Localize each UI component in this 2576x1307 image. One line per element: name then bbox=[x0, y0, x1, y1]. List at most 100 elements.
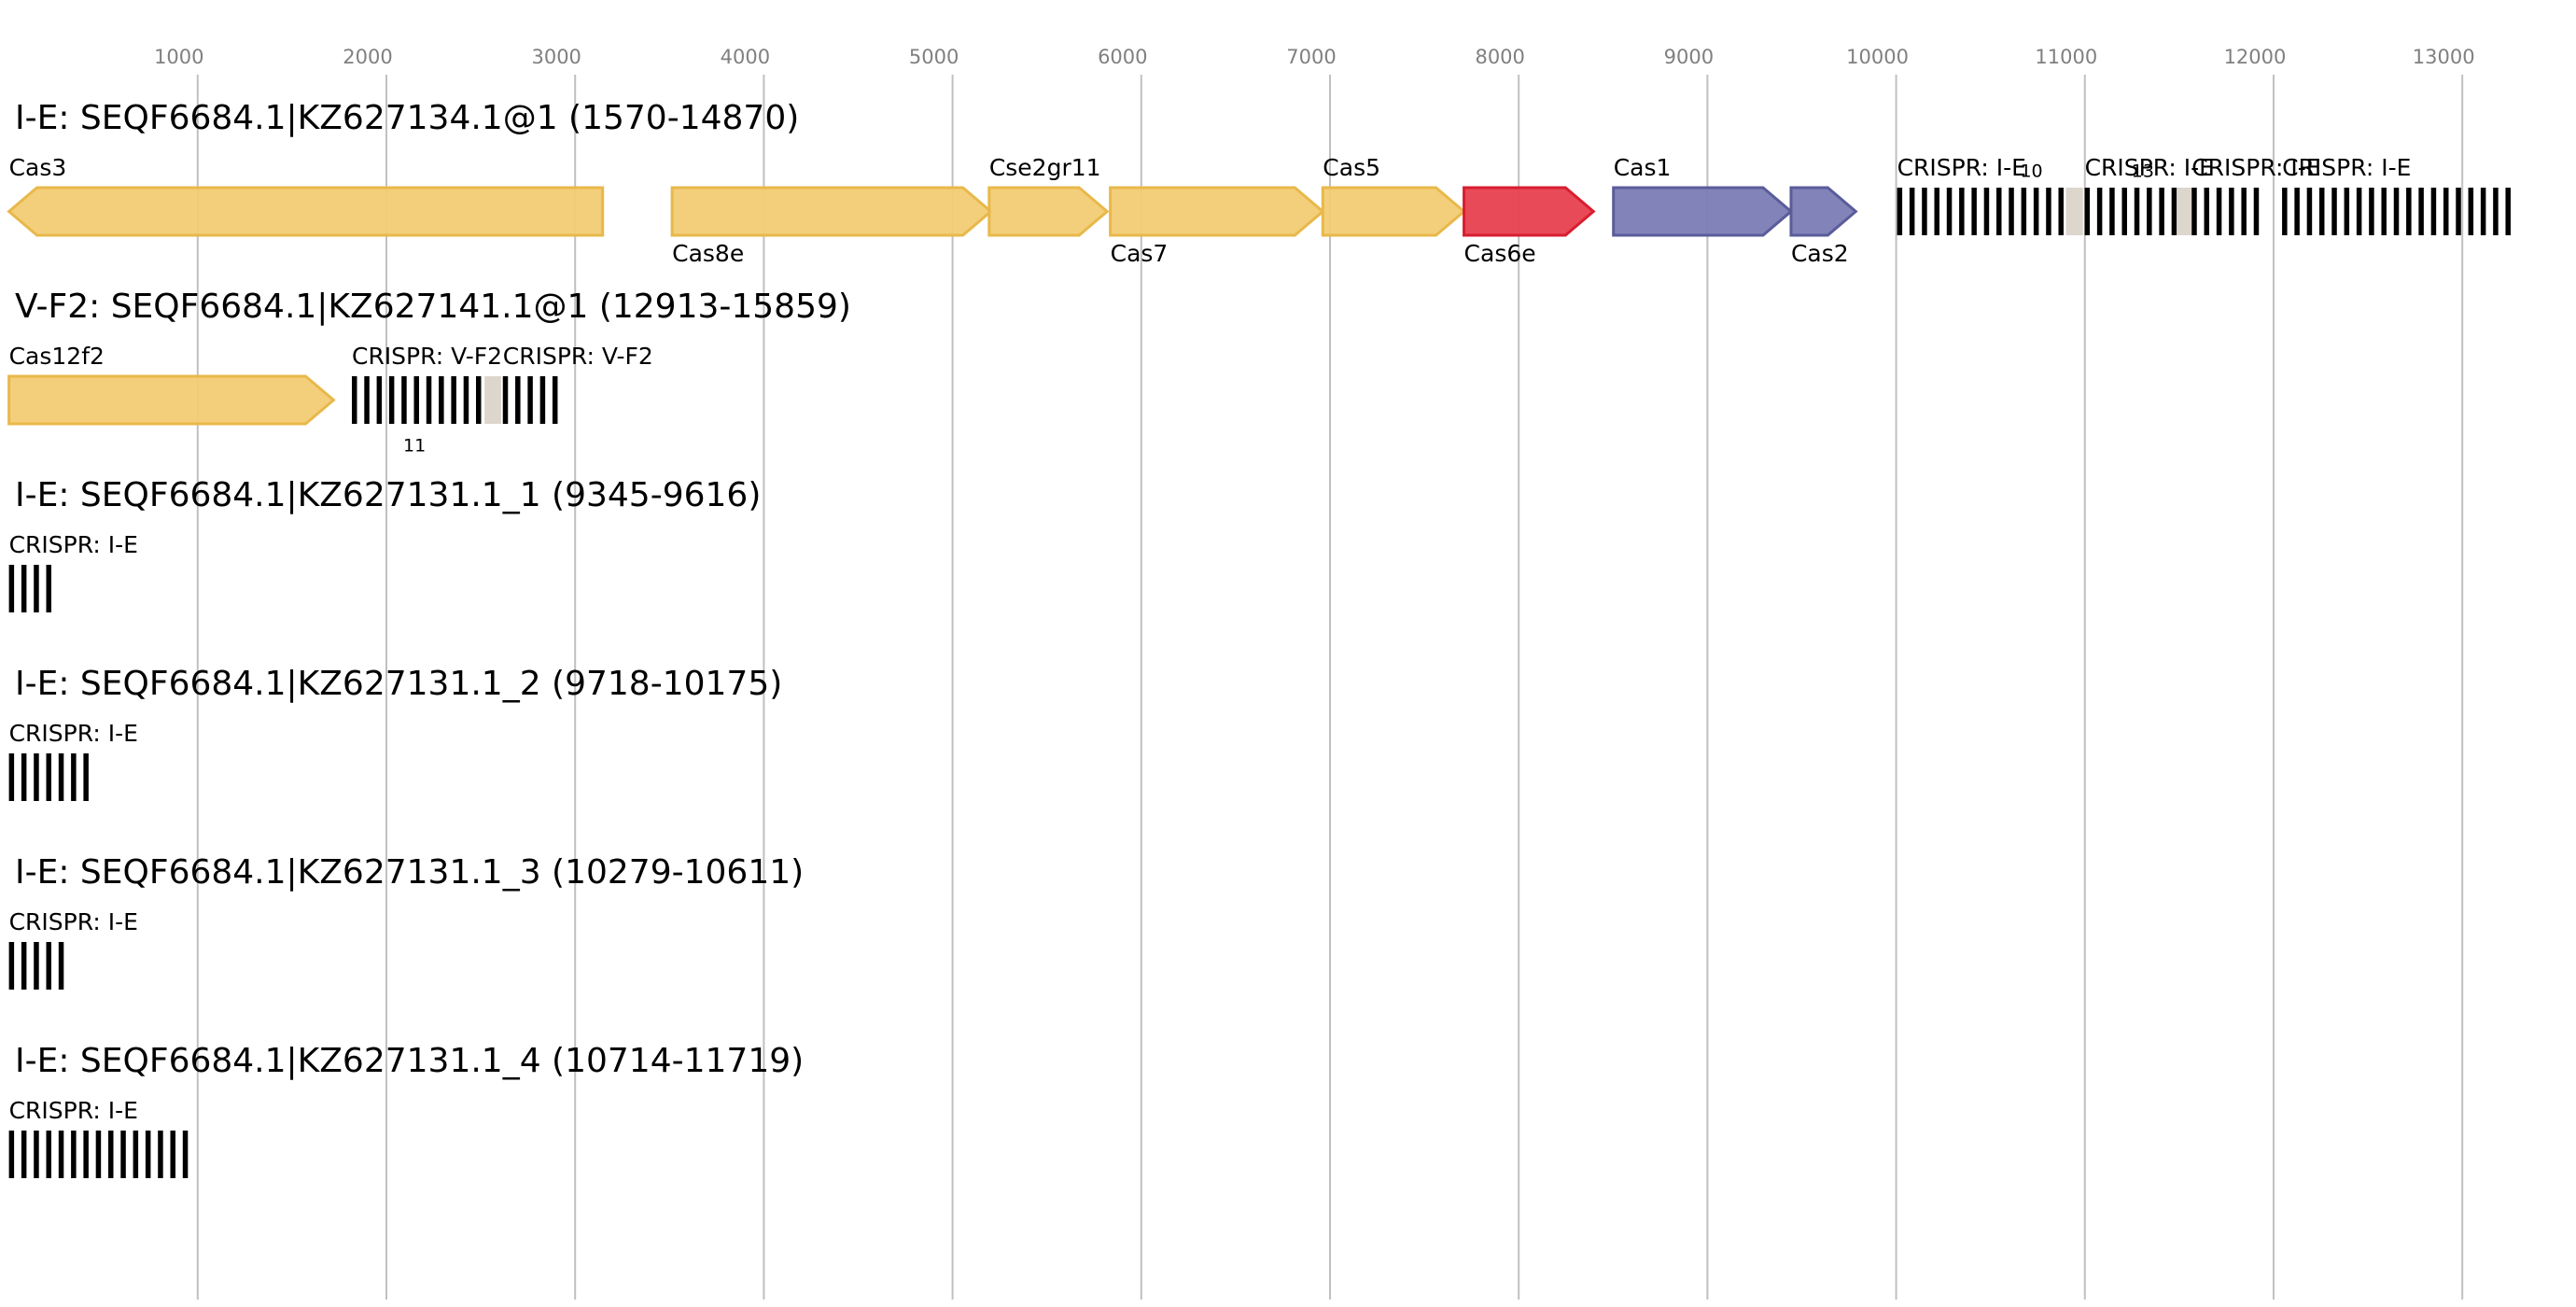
axis-tick-label: 7000 bbox=[1286, 46, 1336, 68]
crispr-repeat bbox=[376, 376, 383, 424]
crispr-repeat bbox=[539, 376, 546, 424]
axis-tick-label: 3000 bbox=[531, 46, 581, 68]
axis-tick-label: 12000 bbox=[2224, 46, 2287, 68]
crispr-array bbox=[2084, 188, 2190, 235]
crispr-repeat bbox=[527, 376, 533, 424]
crispr-repeat bbox=[2505, 188, 2511, 235]
track-title: I-E: SEQF6684.1|KZ627131.1_3 (10279-1061… bbox=[15, 853, 804, 892]
crispr-repeat bbox=[2456, 188, 2461, 235]
spacer-label: 13 bbox=[2132, 162, 2154, 182]
crispr-repeat bbox=[2418, 188, 2424, 235]
crispr-repeat bbox=[2253, 188, 2260, 235]
crispr-repeat bbox=[2109, 188, 2115, 235]
crispr-label: CRISPR: I-E bbox=[2191, 154, 2320, 181]
crispr-repeat bbox=[1959, 188, 1965, 235]
crispr-repeat bbox=[120, 1131, 126, 1178]
gene-arrow bbox=[670, 186, 993, 237]
crispr-label: CRISPR: I-E bbox=[9, 531, 138, 558]
gene-label: Cas3 bbox=[9, 154, 67, 181]
axis-tick-label: 2000 bbox=[343, 46, 392, 68]
crispr-repeat bbox=[2306, 188, 2313, 235]
axis-tick-label: 13000 bbox=[2413, 46, 2475, 68]
crispr-repeat bbox=[8, 753, 15, 801]
crispr-repeat bbox=[46, 942, 51, 990]
crispr-repeat bbox=[2216, 188, 2222, 235]
crispr-repeat bbox=[2356, 188, 2362, 235]
grid bbox=[196, 75, 2464, 1300]
crispr-repeat bbox=[58, 753, 64, 801]
crispr-repeat bbox=[475, 376, 482, 424]
crispr-label: CRISPR: I-E bbox=[1897, 154, 2026, 181]
gene-arrow bbox=[1463, 186, 1596, 237]
crispr-repeat bbox=[1897, 188, 1903, 235]
crispr-repeat bbox=[364, 376, 370, 424]
crispr-repeat bbox=[46, 565, 51, 612]
crispr-repeat bbox=[95, 1131, 102, 1178]
crispr-repeat bbox=[2318, 188, 2325, 235]
crispr-repeat bbox=[21, 565, 27, 612]
track-title: I-E: SEQF6684.1|KZ627131.1_2 (9718-10175… bbox=[15, 665, 782, 703]
crispr-repeat bbox=[2204, 188, 2210, 235]
crispr-repeat bbox=[2241, 188, 2247, 235]
axis-tick-label: 9000 bbox=[1664, 46, 1714, 68]
crispr-repeat bbox=[83, 1131, 89, 1178]
crispr-repeat bbox=[2046, 188, 2051, 235]
crispr-repeat bbox=[71, 753, 77, 801]
crispr-array bbox=[1897, 188, 2077, 235]
crispr-repeat bbox=[2369, 188, 2374, 235]
crispr-repeat bbox=[2121, 188, 2127, 235]
track-title: I-E: SEQF6684.1|KZ627131.1_4 (10714-1171… bbox=[15, 1042, 804, 1080]
crispr-spacer bbox=[2177, 188, 2192, 235]
axis-tick-label: 8000 bbox=[1475, 46, 1524, 68]
crispr-repeat bbox=[2171, 188, 2177, 235]
crispr-array bbox=[8, 942, 64, 990]
crispr-repeat bbox=[2058, 188, 2064, 235]
crispr-array bbox=[2191, 188, 2260, 235]
crispr-repeat bbox=[2096, 188, 2103, 235]
crispr-repeat bbox=[34, 565, 39, 612]
crispr-repeat bbox=[2480, 188, 2486, 235]
crispr-repeat bbox=[46, 753, 51, 801]
spacer-label: 11 bbox=[403, 436, 426, 457]
track-title: V-F2: SEQF6684.1|KZ627141.1@1 (12913-158… bbox=[15, 288, 851, 326]
crispr-repeat bbox=[2406, 188, 2412, 235]
crispr-repeat bbox=[158, 1131, 163, 1178]
crispr-repeat bbox=[1971, 188, 1977, 235]
crispr-array bbox=[502, 376, 558, 424]
gene-label: Cse2gr11 bbox=[989, 154, 1101, 181]
crispr-repeat bbox=[401, 376, 407, 424]
crispr-spacer bbox=[2065, 188, 2083, 235]
crispr-repeat bbox=[2381, 188, 2387, 235]
track-title: I-E: SEQF6684.1|KZ627131.1_1 (9345-9616) bbox=[15, 476, 761, 514]
crispr-repeat bbox=[2033, 188, 2039, 235]
crispr-repeat bbox=[1946, 188, 1953, 235]
gene-label: Cas2 bbox=[1791, 240, 1849, 267]
crispr-repeat bbox=[170, 1131, 175, 1178]
crispr-repeat bbox=[552, 376, 558, 424]
crispr-repeat bbox=[1995, 188, 2002, 235]
crispr-repeat bbox=[133, 1131, 139, 1178]
crispr-repeat bbox=[388, 376, 395, 424]
crispr-repeat bbox=[2134, 188, 2140, 235]
gene-label: Cas12f2 bbox=[9, 343, 105, 370]
crispr-repeat bbox=[21, 1131, 27, 1178]
axis-tick-label: 6000 bbox=[1098, 46, 1147, 68]
track-title: I-E: SEQF6684.1|KZ627134.1@1 (1570-14870… bbox=[15, 99, 799, 137]
crispr-repeat bbox=[8, 1131, 15, 1178]
crispr-repeat bbox=[2147, 188, 2152, 235]
crispr-repeat bbox=[58, 942, 64, 990]
crispr-array bbox=[8, 1131, 189, 1178]
gene-label: Cas5 bbox=[1323, 154, 1380, 181]
crispr-array bbox=[8, 753, 89, 801]
gene-label: Cas8e bbox=[672, 240, 744, 267]
crispr-repeat bbox=[502, 376, 509, 424]
crispr-spacer bbox=[484, 376, 501, 424]
crispr-repeat bbox=[2443, 188, 2449, 235]
crispr-repeat bbox=[2021, 188, 2027, 235]
crispr-repeat bbox=[351, 376, 357, 424]
crispr-repeat bbox=[1922, 188, 1927, 235]
crispr-repeat bbox=[2159, 188, 2164, 235]
axis-tick-label: 1000 bbox=[154, 46, 203, 68]
crispr-repeat bbox=[8, 565, 15, 612]
